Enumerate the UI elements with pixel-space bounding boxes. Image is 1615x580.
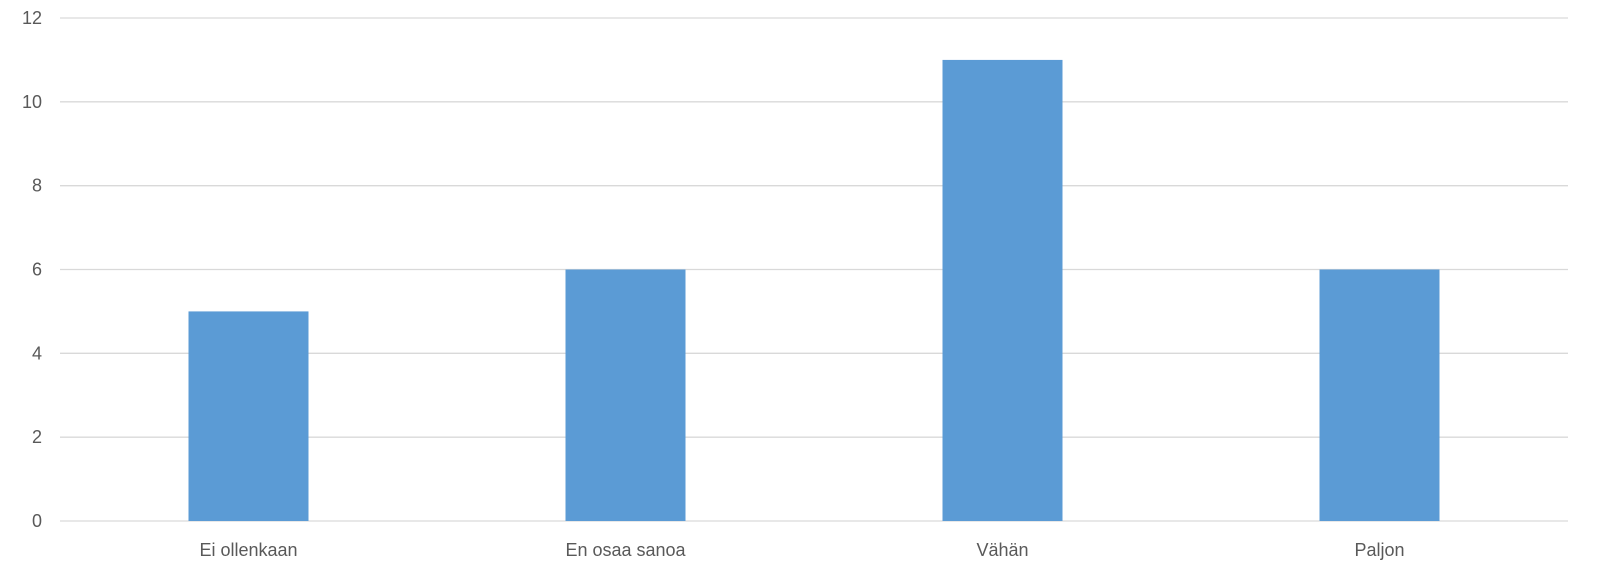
x-tick-label: Vähän [976,540,1028,560]
x-axis-ticks: Ei ollenkaan En osaa sanoa Vähän Paljon [199,540,1404,560]
x-tick-label: Paljon [1354,540,1404,560]
y-tick-label: 4 [32,343,42,363]
y-tick-label: 6 [32,260,42,280]
y-tick-label: 8 [32,176,42,196]
y-tick-label: 2 [32,427,42,447]
bar-paljon [1319,269,1440,521]
bar-ei-ollenkaan [188,311,309,521]
x-tick-label: En osaa sanoa [565,540,686,560]
y-tick-label: 0 [32,511,42,531]
bar-en-osaa-sanoa [565,269,686,521]
x-tick-label: Ei ollenkaan [199,540,297,560]
gridlines [60,17,1568,522]
bar-vähän [942,59,1063,522]
y-axis-ticks: 0 2 4 6 8 10 12 [22,8,42,531]
y-tick-label: 10 [22,92,42,112]
bars [188,59,1440,522]
y-tick-label: 12 [22,8,42,28]
